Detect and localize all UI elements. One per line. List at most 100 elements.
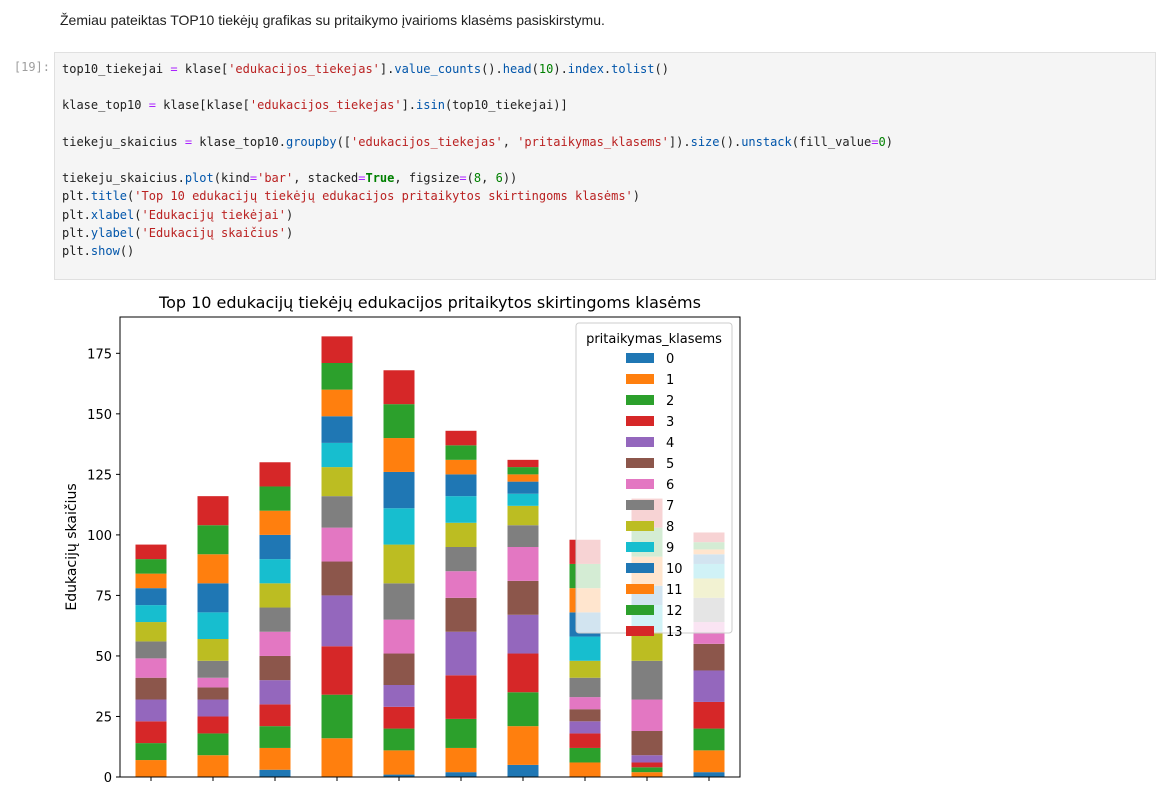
code-token: size <box>690 134 720 149</box>
bar-segment <box>259 747 291 770</box>
code-token: plt. <box>62 189 91 204</box>
code-token: unstack <box>741 134 792 149</box>
legend-label: 2 <box>666 394 674 409</box>
code-token: (fill_value <box>791 134 872 149</box>
bar-segment <box>135 559 167 574</box>
code-token: . <box>603 62 612 76</box>
bar-segment <box>383 438 415 472</box>
code-token: isin <box>416 98 445 113</box>
bar-segment <box>259 486 291 511</box>
bar-segment <box>445 496 477 523</box>
code-token: top10_tiekejai <box>62 62 171 76</box>
bar-segment <box>259 655 291 681</box>
bar-segment <box>507 726 539 765</box>
bar-segment <box>197 583 229 613</box>
bar-segment <box>445 772 477 777</box>
code-cell[interactable]: top10_tiekejai = klase['edukacijos_tieke… <box>54 52 1156 280</box>
bar-segment <box>197 612 229 639</box>
code-token: = <box>249 171 258 186</box>
legend-label: 3 <box>666 415 674 430</box>
bar-segment <box>383 404 415 439</box>
bar-segment <box>445 571 477 598</box>
bar-segment <box>321 738 353 777</box>
legend-swatch <box>626 563 654 573</box>
code-line: plt.title('Top 10 edukacijų tiekėjų eduk… <box>62 187 893 205</box>
bar-segment <box>693 728 725 751</box>
bar-segment <box>321 363 353 390</box>
bar-segment <box>135 721 167 744</box>
intro-text: Žemiau pateiktas TOP10 tiekėjų grafikas … <box>60 12 605 28</box>
bar-segment <box>631 660 663 700</box>
bar-segment <box>383 544 415 584</box>
code-token: value_counts <box>394 62 482 76</box>
bar-segment <box>507 580 539 615</box>
bar-segment <box>445 522 477 547</box>
code-token: ) <box>286 225 294 240</box>
legend-label: 7 <box>666 499 674 514</box>
bar-segment <box>321 694 353 739</box>
bar-segment <box>321 389 353 417</box>
code-line: tiekeju_skaicius = klase_top10.groupby([… <box>62 133 893 151</box>
bar-segment <box>383 774 415 777</box>
code-token: ( <box>531 62 539 76</box>
bar-segment <box>693 701 725 729</box>
legend-swatch <box>626 542 654 552</box>
bar-segment <box>135 658 167 678</box>
code-token: ]. <box>379 62 395 76</box>
y-tick-label: 150 <box>87 408 112 423</box>
bar-segment <box>321 561 353 596</box>
code-token: 0 <box>878 134 886 149</box>
code-token: ( <box>134 207 142 222</box>
y-tick-label: 100 <box>87 529 112 544</box>
bar-segment <box>259 510 291 535</box>
bar-segment <box>135 743 167 761</box>
cell-prompt: [19]: <box>13 60 50 74</box>
code-token: = <box>148 98 156 113</box>
bar-segment <box>321 595 353 647</box>
bar-segment <box>135 699 167 722</box>
bar-segment <box>569 721 601 734</box>
legend-swatch <box>626 353 654 363</box>
bar-segment <box>631 731 663 756</box>
bar-segment <box>321 646 353 695</box>
y-tick-label: 25 <box>95 710 112 725</box>
code-token: show <box>90 243 120 258</box>
code-token: ( <box>466 171 474 186</box>
bar-segment <box>383 508 415 545</box>
bar-segment <box>569 660 601 678</box>
bar-segment <box>135 677 167 700</box>
bar-segment <box>135 573 167 589</box>
code-editor[interactable]: top10_tiekejai = klase['edukacijos_tieke… <box>62 60 893 260</box>
bar-segment <box>197 733 229 756</box>
legend-swatch <box>626 416 654 426</box>
bar-segment <box>259 462 291 487</box>
code-token: 'edukacijos_tiekejas' <box>228 62 380 76</box>
bar-segment <box>569 709 601 722</box>
bar-segment <box>693 772 725 777</box>
legend-swatch <box>626 437 654 447</box>
code-token: plt. <box>62 225 91 240</box>
bar-segment <box>569 747 601 763</box>
bar-segment <box>693 670 725 702</box>
bar-segment <box>631 767 663 773</box>
bar-segment <box>445 747 477 773</box>
bar-segment <box>507 614 539 654</box>
code-token: 'edukacijos_tiekejas' <box>351 134 503 149</box>
legend-title: pritaikymas_klasems <box>586 332 722 347</box>
code-token: ) <box>286 207 294 222</box>
legend-label: 8 <box>666 520 674 535</box>
bar-segment <box>631 762 663 768</box>
bar-segment <box>445 474 477 497</box>
code-line: plt.xlabel('Edukacijų tiekėjai') <box>62 206 893 224</box>
code-token: 10 <box>538 62 554 76</box>
code-token: plot <box>184 171 214 186</box>
legend-swatch <box>626 521 654 531</box>
code-token: (kind <box>213 171 250 186</box>
bar-segment <box>445 430 477 446</box>
legend-label: 0 <box>666 352 674 367</box>
code-line: klase_top10 = klase[klase['edukacijos_ti… <box>62 96 893 114</box>
code-token: , stacked <box>293 171 359 186</box>
code-token: = <box>459 171 467 186</box>
code-token: 8 <box>473 171 482 186</box>
code-token: ylabel <box>90 225 135 240</box>
